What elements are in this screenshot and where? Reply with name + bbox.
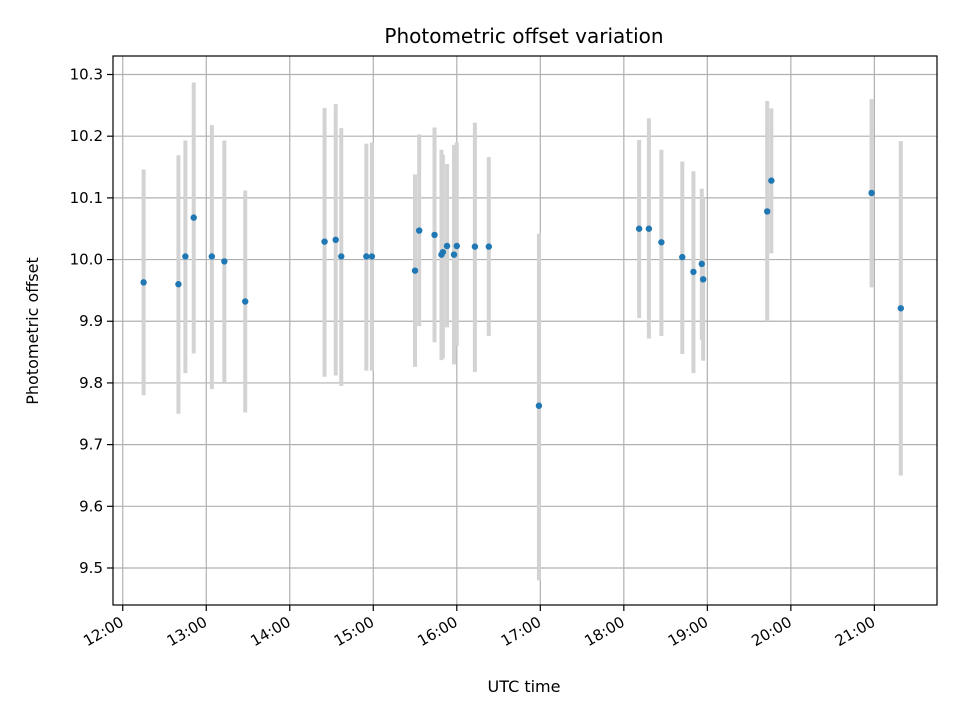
data-point xyxy=(699,276,707,283)
error-bars xyxy=(141,82,903,581)
y-tick-label: 9.8 xyxy=(79,374,103,392)
data-point xyxy=(535,402,543,409)
x-tick-label: 17:00 xyxy=(498,613,544,650)
chart-title: Photometric offset variation xyxy=(384,24,663,48)
data-point xyxy=(439,248,447,256)
y-tick-label: 10.0 xyxy=(70,251,103,269)
y-tick-label: 10.2 xyxy=(70,127,103,145)
data-point xyxy=(363,253,370,260)
data-point xyxy=(416,227,423,234)
x-tick-label: 16:00 xyxy=(414,613,460,650)
x-axis-title: UTC time xyxy=(488,677,561,696)
data-point xyxy=(182,253,189,260)
y-tick-label: 10.1 xyxy=(70,189,103,207)
y-tick-label: 9.5 xyxy=(79,559,103,577)
data-point xyxy=(332,236,339,244)
data-point xyxy=(242,298,249,305)
data-point xyxy=(221,258,228,265)
data-point xyxy=(485,243,493,250)
data-point xyxy=(868,189,875,197)
data-point xyxy=(698,260,705,268)
data-point xyxy=(897,305,905,312)
x-tick-label: 13:00 xyxy=(164,613,210,650)
grid-lines xyxy=(113,56,937,605)
data-point xyxy=(411,267,419,274)
y-axis-ticks: 9.5 9.6 9.7 9.8 9.9 10.0 10.1 10.2 10.3 xyxy=(70,66,113,577)
x-axis-ticks: 12:00 13:00 14:00 15:00 16:00 17:00 18:00 19:00… xyxy=(80,605,878,650)
data-points xyxy=(140,177,905,409)
data-point xyxy=(635,225,643,232)
data-point xyxy=(190,214,197,221)
x-tick-label: 21:00 xyxy=(832,613,878,650)
data-point xyxy=(431,231,438,239)
data-point xyxy=(679,253,686,261)
plot-frame xyxy=(112,55,938,606)
data-point xyxy=(768,177,775,184)
data-point xyxy=(658,239,665,246)
data-point xyxy=(208,253,216,260)
data-point xyxy=(450,251,458,258)
data-point xyxy=(175,281,182,288)
x-tick-label: 18:00 xyxy=(581,613,627,650)
y-tick-label: 9.6 xyxy=(79,497,103,515)
data-point xyxy=(763,208,771,215)
data-point xyxy=(453,242,460,250)
x-tick-label: 19:00 xyxy=(665,613,711,650)
y-tick-label: 9.7 xyxy=(79,436,103,454)
data-point xyxy=(443,242,451,250)
y-tick-label: 9.9 xyxy=(79,312,103,330)
data-point xyxy=(321,238,328,245)
x-tick-label: 12:00 xyxy=(80,613,126,650)
data-point xyxy=(140,279,147,286)
data-point xyxy=(338,253,345,260)
data-point xyxy=(690,268,697,276)
data-point xyxy=(471,243,479,250)
y-tick-label: 10.3 xyxy=(70,66,103,84)
x-tick-label: 15:00 xyxy=(331,613,377,650)
data-point xyxy=(368,253,376,260)
y-axis-title: Photometric offset xyxy=(23,257,42,405)
x-tick-label: 14:00 xyxy=(247,613,293,650)
x-tick-label: 20:00 xyxy=(748,613,794,650)
data-point xyxy=(645,225,653,232)
